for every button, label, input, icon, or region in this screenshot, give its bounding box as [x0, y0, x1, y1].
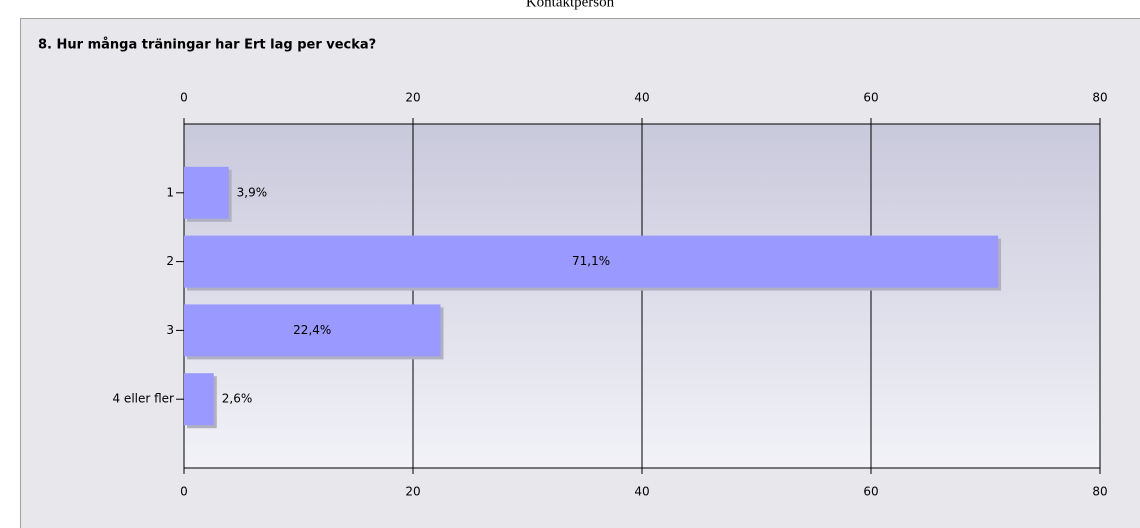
page-header: Kontaktperson — [526, 0, 615, 10]
y-tick-label: 2 — [166, 254, 174, 268]
x-tick-label-top: 20 — [405, 91, 420, 105]
x-tick-label-top: 40 — [634, 91, 649, 105]
y-tick-label: 1 — [166, 185, 174, 199]
value-label: 22,4% — [293, 323, 331, 337]
x-tick-label-bottom: 20 — [405, 485, 420, 499]
bar — [184, 235, 999, 288]
chart-title: 8. Hur många träningar har Ert lag per v… — [38, 38, 376, 53]
y-tick-label: 4 eller fler — [112, 392, 174, 406]
bar — [184, 373, 214, 426]
x-tick-label-top: 80 — [1092, 91, 1107, 105]
x-tick-label-top: 60 — [863, 91, 878, 105]
value-label: 2,6% — [222, 392, 253, 406]
value-label: 71,1% — [572, 254, 610, 268]
x-tick-label-bottom: 0 — [180, 485, 188, 499]
x-tick-label-bottom: 40 — [634, 485, 649, 499]
value-label: 3,9% — [237, 185, 268, 199]
y-tick-label: 3 — [166, 323, 174, 337]
bar — [184, 304, 441, 357]
x-tick-label-bottom: 60 — [863, 485, 878, 499]
x-tick-label-bottom: 80 — [1092, 485, 1107, 499]
x-tick-label-top: 0 — [180, 91, 188, 105]
bar — [184, 166, 229, 219]
